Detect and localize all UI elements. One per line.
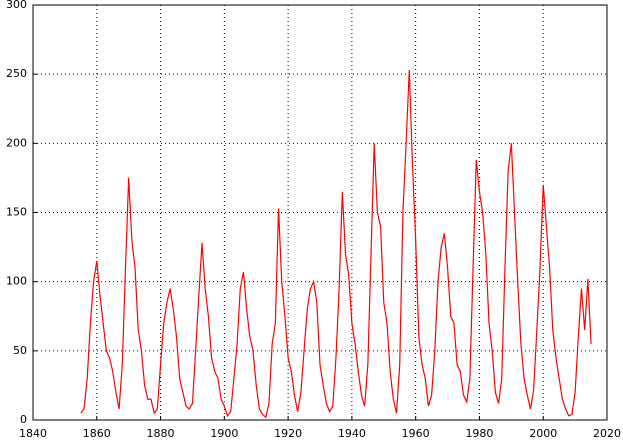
x-tick-label: 1880 [147,427,175,440]
y-tick-label: 0 [20,413,27,426]
y-tick-label: 100 [6,275,27,288]
x-tick-label: 2020 [593,427,621,440]
plot-frame [32,4,608,421]
x-tick-label: 1920 [274,427,302,440]
data-line [80,69,592,419]
y-tick-label: 50 [13,344,27,357]
y-tick-label: 250 [6,67,27,80]
y-tick-label: 200 [6,136,27,149]
x-tick-label: 1940 [338,427,366,440]
x-tick-label: 2000 [529,427,557,440]
x-tick-label: 1900 [210,427,238,440]
x-tick-label: 1980 [465,427,493,440]
x-tick-label: 1860 [83,427,111,440]
x-tick-label: 1960 [402,427,430,440]
y-tick-label: 300 [6,0,27,11]
y-tick-label: 150 [6,206,27,219]
x-tick-label: 1840 [19,427,47,440]
